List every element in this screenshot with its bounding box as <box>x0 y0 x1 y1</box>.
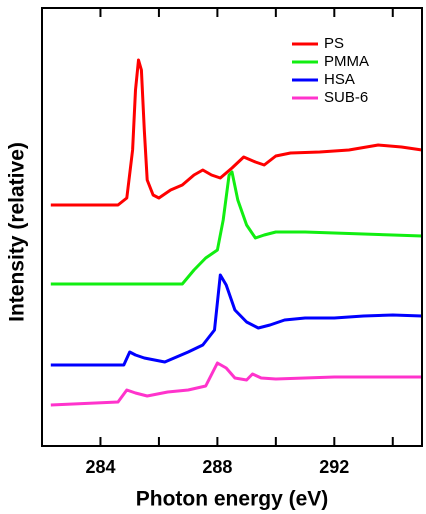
x-tick-label: 292 <box>319 457 349 477</box>
y-axis-label: Intensity (relative) <box>6 142 29 322</box>
data-line <box>50 361 422 407</box>
legend-label: PMMA <box>324 53 369 70</box>
data-line <box>50 58 423 207</box>
x-tick-label: 288 <box>202 457 232 477</box>
data-line <box>50 273 423 367</box>
legend-label: SUB-6 <box>324 89 368 106</box>
x-tick-label: 284 <box>85 457 115 477</box>
x-axis-label: Photon energy (eV) <box>136 488 329 511</box>
legend-label: HSA <box>324 71 355 88</box>
plot-frame <box>41 7 423 447</box>
data-line <box>50 170 423 286</box>
legend-label: PS <box>324 35 344 52</box>
